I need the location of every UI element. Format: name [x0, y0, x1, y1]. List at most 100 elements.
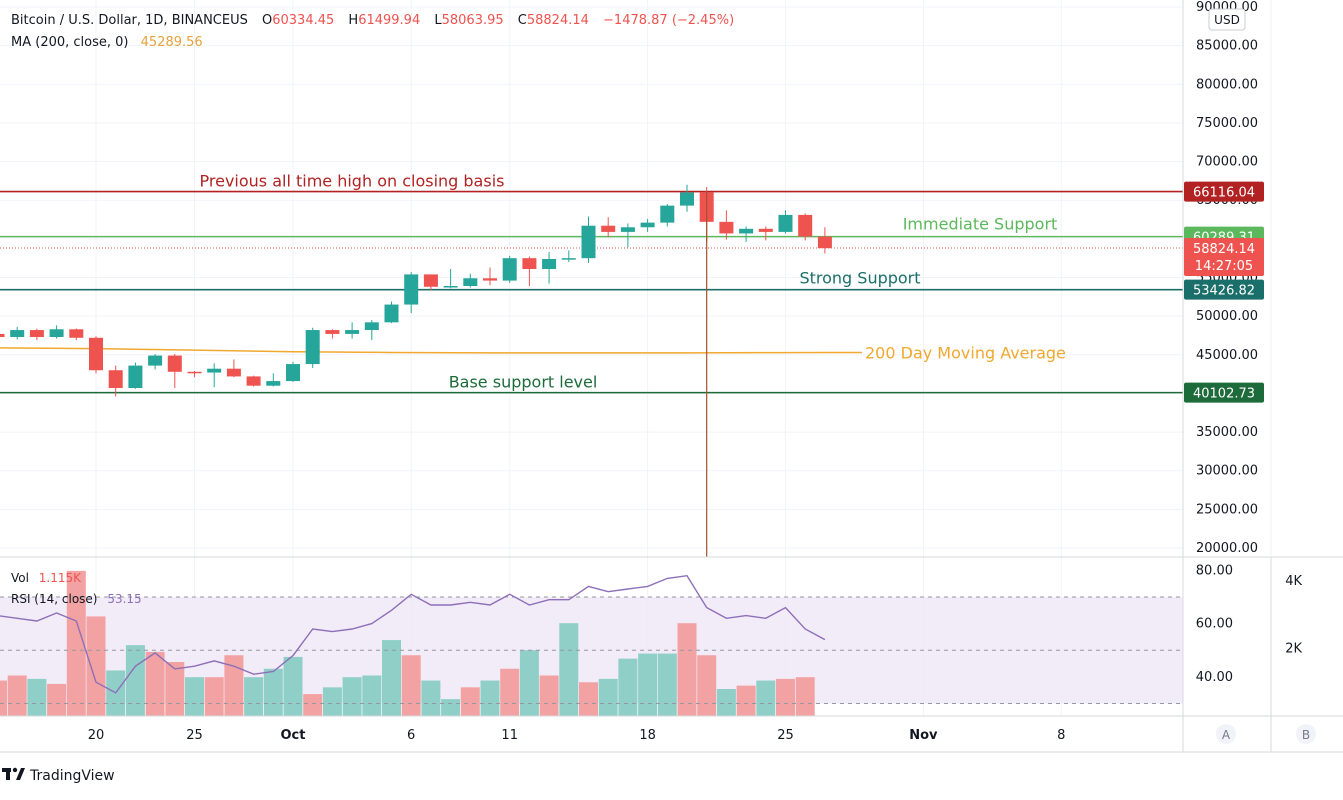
candle	[49, 325, 64, 339]
price-tick-label: 50000.00	[1196, 309, 1258, 324]
volume-bar	[47, 683, 67, 716]
candle	[680, 184, 694, 212]
candle-body	[542, 258, 557, 269]
change-value: −1478.87 (−2.45%)	[603, 13, 734, 28]
candle-body	[522, 258, 537, 269]
ma-annotation: 200 Day Moving Average	[865, 344, 1066, 363]
volume-bar	[362, 675, 382, 716]
candle	[29, 328, 44, 341]
candle	[778, 210, 793, 234]
volume-bar	[795, 677, 815, 716]
rsi-tick-label: 40.00	[1196, 670, 1233, 685]
price-tick-label: 45000.00	[1196, 348, 1258, 363]
time-tick-label: 25	[777, 728, 794, 743]
level-price-tag-bg	[1184, 382, 1264, 403]
price-axis[interactable]: 20000.0025000.0030000.0035000.0040000.00…	[1196, 0, 1258, 556]
time-tick-label: 8	[1057, 728, 1065, 743]
currency-button[interactable]: USD	[1208, 8, 1246, 31]
volume-bar	[283, 656, 303, 716]
candle-body	[798, 214, 813, 237]
candle-body	[817, 236, 832, 249]
candle-body	[719, 221, 734, 234]
candle	[108, 365, 123, 397]
candle	[325, 329, 340, 339]
candle	[561, 250, 576, 263]
candle	[620, 223, 635, 248]
candle	[69, 328, 84, 341]
candle	[463, 273, 478, 288]
candle	[581, 216, 596, 263]
volume-legend-value: 1.115K	[39, 571, 82, 585]
candle	[758, 226, 773, 241]
currency-label: USD	[1214, 13, 1240, 27]
level-price-tag-text: 53426.82	[1193, 284, 1255, 299]
time-axis[interactable]: 20 25 Oct 6 11 18 25 Nov 8	[88, 728, 1066, 743]
candle	[817, 227, 832, 254]
time-tick-label: Oct	[281, 728, 306, 743]
close-label: C	[518, 13, 527, 28]
candle-body	[483, 278, 497, 281]
volume-bar	[185, 677, 204, 716]
volume-legend-title: Vol	[11, 571, 29, 585]
level-price-tag: 66116.04	[1184, 181, 1264, 202]
candle	[384, 301, 399, 324]
rsi-indicator	[0, 574, 1183, 704]
volume-bar	[539, 675, 559, 716]
auto-scale-button[interactable]: A	[1216, 724, 1236, 744]
candle-body	[266, 381, 281, 386]
candle-body	[601, 225, 616, 232]
price-tick-label: 85000.00	[1196, 39, 1258, 54]
volume-bar	[125, 645, 145, 716]
rsi-line	[0, 574, 826, 694]
b-button[interactable]: B	[1296, 724, 1316, 744]
level-price-tag-text: 40102.73	[1193, 387, 1255, 402]
candle	[522, 256, 537, 287]
tradingview-logo[interactable]: TradingView	[2, 767, 115, 784]
volume-bar	[27, 678, 47, 716]
candle-body	[620, 227, 635, 232]
candle	[10, 326, 25, 340]
candle	[483, 267, 497, 286]
last-price-tag-text: 58824.14	[1193, 242, 1255, 257]
ma-legend-value: 45289.56	[141, 35, 203, 50]
rsi-legend-value: 53.15	[107, 592, 141, 606]
volume-tick-label: 2K	[1285, 642, 1302, 657]
ma-line	[0, 347, 862, 354]
candle	[601, 217, 616, 238]
time-tick-label: 20	[88, 728, 105, 743]
candle	[542, 251, 557, 284]
candle-body	[364, 322, 379, 331]
candle-body	[463, 278, 478, 287]
candle-body	[305, 330, 320, 365]
last-price-tag: 58824.14 14:27:05	[1184, 237, 1264, 276]
volume-bar	[441, 699, 461, 716]
candle	[739, 226, 754, 242]
candle	[443, 268, 458, 289]
price-tick-label: 80000.00	[1196, 77, 1258, 92]
volume-bar	[204, 677, 224, 716]
candle-body	[187, 371, 202, 374]
volume-bar	[322, 687, 342, 716]
candle-body	[423, 274, 438, 287]
open-value: 60334.45	[272, 13, 334, 28]
logo-text: TradingView	[29, 768, 115, 784]
low-value: 58063.95	[442, 13, 504, 28]
rsi-legend: RSI (14, close) 53.15	[11, 592, 142, 606]
candle-body	[443, 286, 458, 288]
candle-body	[0, 333, 5, 338]
legend-line-1: Bitcoin / U.S. Dollar, 1D, BINANCEUS O60…	[11, 13, 734, 28]
candle-body	[226, 368, 241, 377]
candle	[502, 255, 517, 283]
candle	[207, 363, 222, 388]
volume-bar	[86, 616, 106, 716]
last-price-countdown: 14:27:05	[1195, 259, 1253, 274]
candle-body	[148, 355, 163, 366]
candle-body	[10, 330, 25, 338]
price-tick-label: 20000.00	[1196, 541, 1258, 556]
close-value: 58824.14	[527, 13, 589, 28]
volume-bar	[421, 680, 441, 716]
tradingview-logo-icon	[2, 767, 25, 780]
candle	[364, 320, 379, 341]
volume-bar	[263, 668, 283, 716]
